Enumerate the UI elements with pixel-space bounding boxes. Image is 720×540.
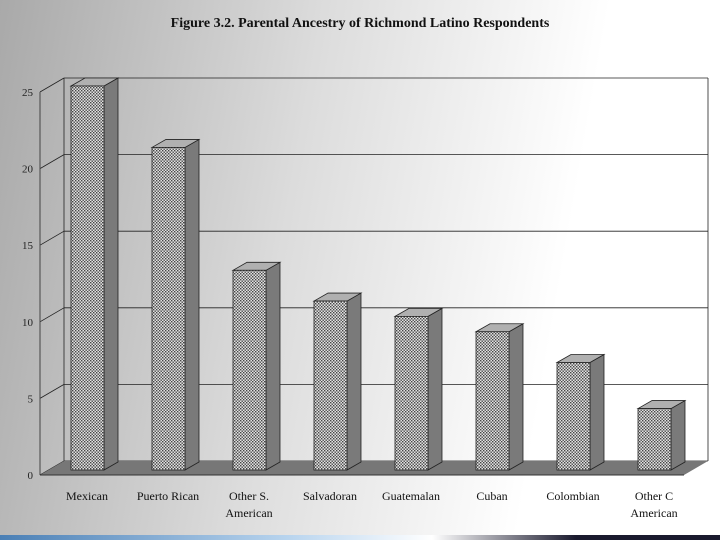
gridlines (39, 77, 709, 476)
gridline-diag-15 (39, 230, 65, 246)
category-label-line: Other C (635, 489, 673, 503)
chart-title: Figure 3.2. Parental Ancestry of Richmon… (170, 16, 550, 31)
bar-front (394, 315, 429, 471)
bar-front (151, 147, 186, 471)
category-label-line: Mexican (66, 489, 108, 503)
bar (636, 399, 687, 471)
bar (555, 353, 606, 471)
bar (150, 138, 201, 471)
y-tick-label: 0 (28, 470, 34, 482)
bar (393, 307, 444, 471)
category-label: Other S. American (225, 489, 272, 520)
bar (69, 77, 120, 471)
category-label-line: Cuban (476, 489, 507, 503)
bar-front (232, 269, 267, 471)
bar-front (313, 300, 348, 471)
bar-side (265, 261, 281, 471)
category-label: Salvadoran (303, 489, 357, 503)
category-label-line: Puerto Rican (137, 489, 199, 503)
category-label: Guatemalan (382, 489, 440, 503)
y-axis: 0 5 10 15 20 25 (22, 87, 41, 482)
bars (69, 77, 687, 471)
bar (231, 261, 282, 471)
category-label-line: American (630, 506, 677, 520)
category-label: Other C American (630, 489, 677, 520)
bar-side (103, 77, 119, 471)
y-tick-label: 5 (28, 393, 34, 405)
bar-front (556, 362, 591, 471)
category-label: Colombian (546, 489, 599, 503)
bar-side (184, 138, 200, 471)
category-label: Cuban (476, 489, 507, 503)
category-label-line: Other S. (229, 489, 269, 503)
category-label: Mexican (66, 489, 108, 503)
gridline-diag-10 (39, 307, 65, 323)
slide-footer-bar (0, 535, 720, 540)
category-label-line: American (225, 506, 272, 520)
y-tick-label: 10 (22, 317, 34, 329)
gridline-diag-5 (39, 384, 65, 399)
category-label-line: Guatemalan (382, 489, 440, 503)
bar-side (346, 292, 362, 471)
bar (312, 292, 363, 471)
bar-side (427, 307, 443, 471)
bar-side (589, 353, 605, 471)
gridline-diag-25 (39, 77, 65, 93)
category-label-line: Colombian (546, 489, 599, 503)
chart-floor (40, 461, 708, 476)
y-tick-label: 20 (22, 164, 34, 176)
bar (474, 323, 525, 471)
floor-plane (40, 461, 708, 475)
category-labels: Mexican Puerto Rican Other S. American Salva… (66, 489, 678, 520)
y-tick-label: 25 (22, 87, 34, 99)
bar-front (637, 408, 672, 471)
bar-front (70, 85, 105, 471)
y-tick-label: 15 (22, 240, 34, 252)
gridline-diag-20 (39, 154, 65, 169)
bar-side (508, 323, 524, 471)
bar-side (670, 399, 686, 471)
bar-front (475, 331, 510, 471)
category-label-line: Salvadoran (303, 489, 357, 503)
category-label: Puerto Rican (137, 489, 199, 503)
